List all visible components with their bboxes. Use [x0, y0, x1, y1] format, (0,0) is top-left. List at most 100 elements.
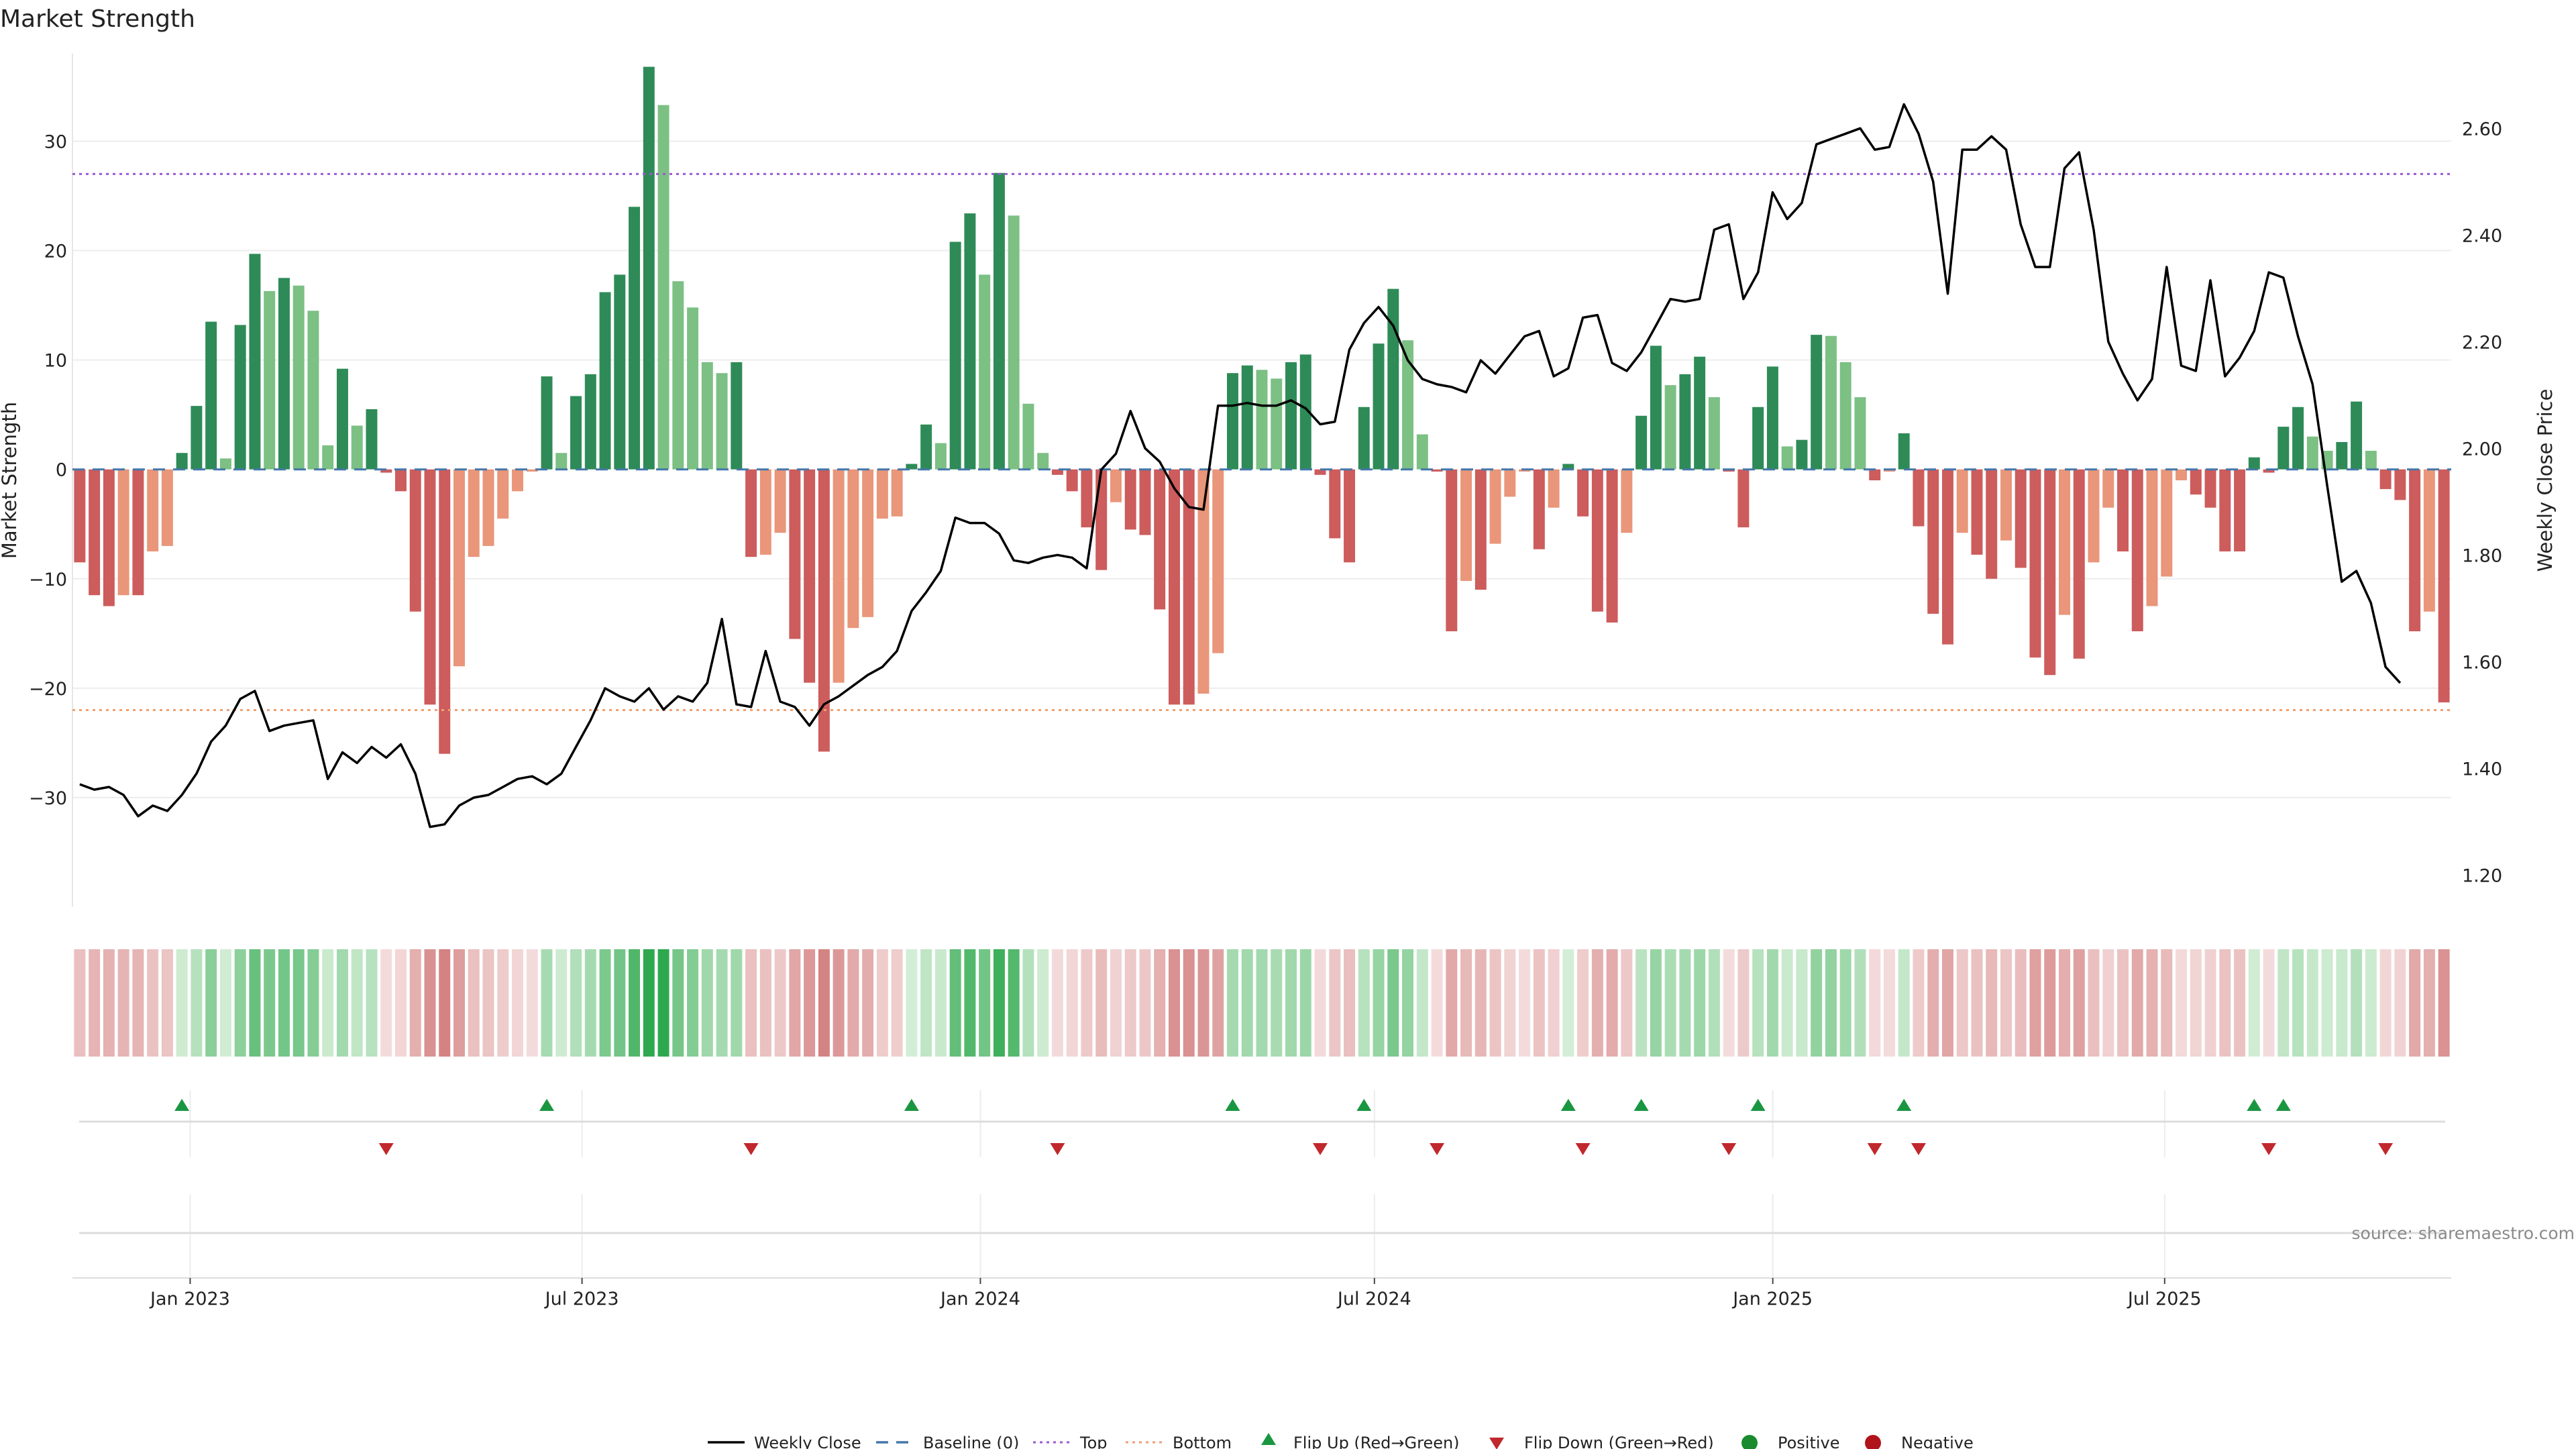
- legend-flip-down: Flip Down (Green→Red): [1524, 1434, 1714, 1449]
- right-axis-label: Weekly Close Price: [2534, 389, 2557, 572]
- heat-cell: [629, 949, 641, 1057]
- strength-bar: [1591, 469, 1603, 612]
- strength-bar: [1869, 469, 1881, 480]
- strength-bar: [614, 274, 626, 470]
- heat-cell: [103, 949, 115, 1057]
- flip-up-marker: [1356, 1099, 1372, 1111]
- strength-bar: [745, 469, 757, 557]
- right-tick-label: 1.60: [2462, 652, 2502, 673]
- strength-bar: [920, 424, 932, 470]
- strength-bar: [1431, 469, 1443, 472]
- strength-bar: [2351, 401, 2363, 470]
- heat-cell: [2204, 949, 2216, 1057]
- right-tick-label: 2.00: [2462, 439, 2502, 460]
- strength-bar: [1183, 469, 1195, 705]
- strength-bar: [482, 469, 494, 546]
- strength-bar: [672, 281, 684, 470]
- strength-bar: [731, 362, 743, 470]
- heat-cell: [2409, 949, 2421, 1057]
- heat-cell: [584, 949, 596, 1057]
- heat-cell: [2073, 949, 2085, 1057]
- heat-cell: [526, 949, 538, 1057]
- heat-cell: [2394, 949, 2406, 1057]
- strength-bar: [2088, 469, 2100, 563]
- left-tick-label: 0: [56, 460, 67, 481]
- strength-bar: [584, 374, 596, 470]
- heat-cell: [599, 949, 611, 1057]
- x-tick-label: Jul 2024: [1336, 1289, 1411, 1309]
- strength-bar: [2146, 469, 2158, 606]
- heat-cell: [2277, 949, 2290, 1057]
- strength-bar: [2365, 450, 2377, 470]
- strength-bar: [1474, 469, 1487, 590]
- strength-bar: [2292, 407, 2304, 470]
- strength-bar: [1854, 397, 1866, 470]
- heat-cell: [1621, 949, 1633, 1057]
- heat-cell: [2379, 949, 2392, 1057]
- strength-bar: [891, 469, 903, 517]
- strength-bar: [1650, 345, 1662, 470]
- strength-bar: [2000, 469, 2012, 541]
- heat-cell: [891, 949, 903, 1057]
- heat-cell: [2351, 949, 2363, 1057]
- strength-bar: [1256, 370, 1268, 470]
- strength-bar: [1402, 340, 1414, 470]
- heat-cell: [249, 949, 261, 1057]
- strength-bar: [2234, 469, 2246, 551]
- strength-bar: [1811, 335, 1823, 470]
- strength-bar: [191, 406, 203, 470]
- strength-bar: [1839, 362, 1851, 470]
- heat-cell: [1854, 949, 1866, 1057]
- strength-bar: [2190, 469, 2202, 495]
- strength-bar: [1037, 453, 1049, 470]
- right-tick-label: 1.40: [2462, 759, 2502, 780]
- heat-cell: [307, 949, 319, 1057]
- strength-bar: [424, 469, 436, 705]
- strength-bar: [657, 105, 669, 470]
- flip-down-marker: [2261, 1143, 2277, 1155]
- strength-bar: [2219, 469, 2231, 551]
- left-axis-label: Market Strength: [0, 402, 21, 559]
- strength-bar: [599, 292, 611, 470]
- heat-cell: [1051, 949, 1063, 1057]
- heat-cell: [380, 949, 392, 1057]
- strength-bar: [1066, 469, 1078, 492]
- heat-cell: [541, 949, 553, 1057]
- strength-bar: [1825, 335, 1837, 470]
- strength-bar: [2438, 469, 2450, 703]
- heat-cell: [2306, 949, 2318, 1057]
- heat-cell: [1723, 949, 1735, 1057]
- strength-bar: [1694, 356, 1706, 470]
- strength-bar: [1562, 464, 1574, 470]
- strength-bar: [1095, 469, 1108, 570]
- heat-cell: [1519, 949, 1531, 1057]
- strength-bar: [1314, 469, 1326, 475]
- strength-bar: [1051, 469, 1063, 475]
- strength-bar: [643, 66, 655, 470]
- left-tick-label: 20: [44, 241, 67, 262]
- strength-bar: [1344, 469, 1356, 563]
- heat-cell: [1271, 949, 1283, 1057]
- weekly-close-line: [79, 103, 2402, 828]
- strength-bar: [132, 469, 144, 596]
- heat-cell: [394, 949, 407, 1057]
- heat-cell: [1358, 949, 1370, 1057]
- heat-cell: [1577, 949, 1589, 1057]
- chart-title: Market Strength: [0, 5, 195, 33]
- heat-cell: [439, 949, 451, 1057]
- heat-cell: [336, 949, 348, 1057]
- strength-bar: [541, 376, 553, 470]
- flip-down-marker: [1430, 1143, 1445, 1155]
- heat-cell: [1154, 949, 1166, 1057]
- heat-cell: [862, 949, 874, 1057]
- right-tick-label: 2.40: [2462, 225, 2502, 246]
- strength-bar: [2102, 469, 2114, 508]
- heat-cell: [876, 949, 888, 1057]
- heat-cell: [2161, 949, 2173, 1057]
- heat-cell: [614, 949, 626, 1057]
- strength-bar: [964, 213, 976, 470]
- heat-cell: [2365, 949, 2377, 1057]
- flip-down-marker: [2378, 1143, 2394, 1155]
- source-note: source: sharemaestro.com: [2352, 1224, 2575, 1243]
- heat-cell: [409, 949, 421, 1057]
